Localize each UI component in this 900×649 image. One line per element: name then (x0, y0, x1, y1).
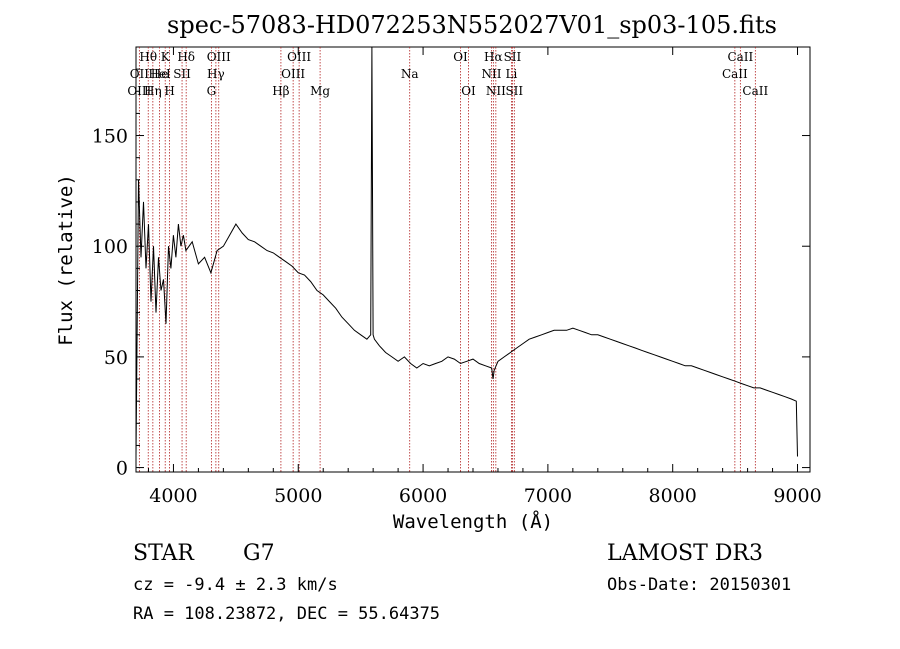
y-tick-label-3: 150 (92, 126, 128, 148)
line-label-26: CaII (727, 50, 753, 64)
y-axis-ticks: 0 50 100 150 (92, 68, 810, 480)
object-class: STAR (133, 541, 195, 566)
y-axis-label: Flux (relative) (55, 174, 77, 346)
line-label-8: Hδ (177, 50, 195, 64)
line-label-1: OII (130, 67, 150, 81)
x-tick-label-4: 8000 (649, 485, 697, 507)
line-label-6: HeI (148, 67, 171, 81)
x-tick-label-5: 9000 (773, 485, 821, 507)
line-label-28: CaII (742, 84, 768, 98)
line-label-10: OIII (207, 50, 231, 64)
line-label-25: SII (505, 84, 523, 98)
line-label-12: G (207, 84, 217, 98)
line-label-16: Mg (310, 84, 330, 98)
redshift-readout: cz = -9.4 ± 2.3 km/s (133, 575, 338, 595)
line-label-18: OI (453, 50, 468, 64)
observation-date: Obs-Date: 20150301 (607, 575, 791, 595)
object-subclass: G7 (243, 541, 275, 566)
line-label-4: Hη (144, 84, 162, 98)
line-label-21: SII (504, 50, 522, 64)
x-tick-label-1: 5000 (274, 485, 322, 507)
line-label-27: CaII (722, 67, 748, 81)
line-label-23: Li (506, 67, 518, 81)
chart-title: spec-57083-HD072253N552027V01_sp03-105.f… (167, 11, 777, 39)
survey-name: LAMOST DR3 (607, 541, 763, 566)
line-label-19: OI (461, 84, 476, 98)
y-tick-label-2: 100 (92, 236, 128, 258)
x-axis-ticks: 4000 5000 6000 7000 8000 9000 (147, 47, 822, 507)
x-tick-label-0: 4000 (149, 485, 197, 507)
spectral-line-markers (138, 47, 756, 472)
line-label-0: Hθ (139, 50, 157, 64)
x-tick-label-2: 6000 (399, 485, 447, 507)
y-tick-label-0: 0 (116, 458, 128, 480)
line-label-9: SII (173, 67, 191, 81)
y-tick-label-1: 50 (104, 347, 128, 369)
coordinates-readout: RA = 108.23872, DEC = 55.64375 (133, 604, 440, 624)
plot-frame (135, 46, 811, 473)
line-label-13: Hβ (272, 84, 289, 98)
line-label-7: H (164, 84, 174, 98)
line-label-17: Na (401, 67, 419, 81)
line-label-15: OIII (281, 67, 305, 81)
line-label-3: He (151, 67, 169, 81)
line-label-5: K (161, 50, 171, 64)
line-label-24: NII (486, 84, 506, 98)
line-label-20: Hα (484, 50, 503, 64)
line-label-22: NII (481, 67, 501, 81)
line-label-14: OIII (287, 50, 311, 64)
line-label-11: Hγ (207, 67, 225, 81)
spectrum-line (135, 46, 798, 457)
x-tick-label-3: 7000 (524, 485, 572, 507)
x-axis-label: Wavelength (Å) (393, 510, 553, 533)
